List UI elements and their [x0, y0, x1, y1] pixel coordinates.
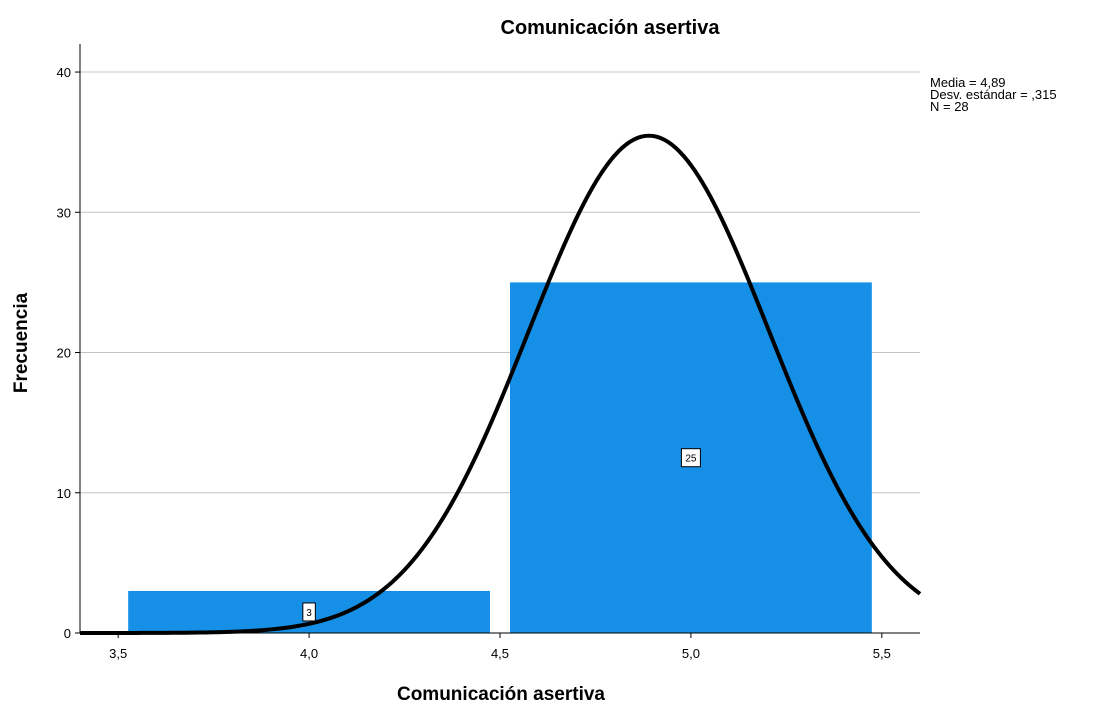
y-tick-label: 30 [57, 205, 71, 220]
y-tick-label: 10 [57, 486, 71, 501]
x-tick-label: 4,0 [300, 646, 318, 661]
stats-line: Desv. estándar = ,315 [930, 87, 1057, 102]
chart-title: Comunicación asertiva [501, 17, 721, 39]
normal-curve-group [80, 133, 922, 635]
bar-value-label-box [302, 602, 316, 622]
bar-labels: 3 25 [302, 448, 701, 622]
y-tick-label: 40 [57, 65, 71, 80]
x-tick-label: 5,5 [873, 646, 891, 661]
y-tick-label: 20 [57, 346, 71, 361]
bar-value-label: 3 [306, 608, 312, 619]
tick-labels: 0 10 20 30 40 3,5 4,0 4,5 5,0 5,5 [57, 65, 891, 661]
y-axis-label: Frecuencia [11, 292, 32, 393]
x-tick-label: 3,5 [109, 646, 127, 661]
x-tick-label: 4,5 [491, 646, 509, 661]
bars [128, 282, 872, 633]
x-tick-label: 5,0 [682, 646, 700, 661]
normal-curve [80, 133, 922, 635]
bar-value-label-box [680, 448, 701, 468]
stats-line: Media = 4,89 [930, 75, 1006, 90]
x-axis-label: Comunicación asertiva [397, 684, 605, 705]
bar-value-label: 25 [685, 454, 697, 465]
stats-line: N = 28 [930, 99, 969, 114]
y-tick-label: 0 [64, 626, 71, 641]
